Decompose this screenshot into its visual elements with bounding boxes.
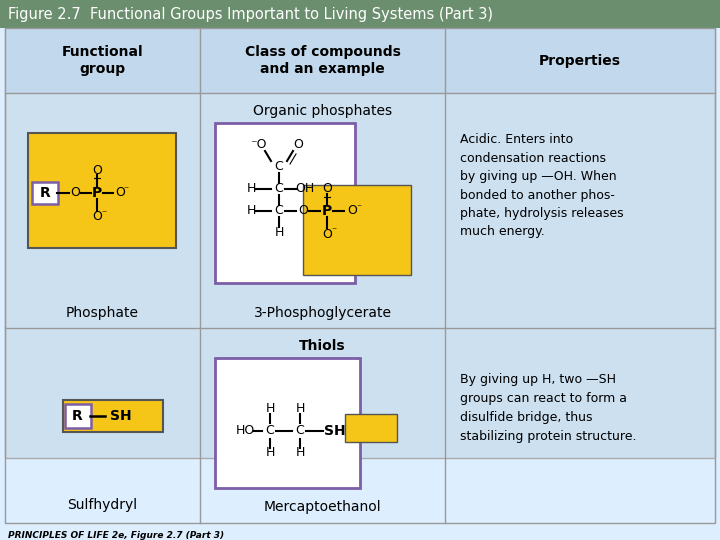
Bar — [215, 358, 360, 488]
Text: H: H — [295, 447, 305, 460]
Bar — [63, 400, 163, 431]
Text: Organic phosphates: Organic phosphates — [253, 104, 392, 118]
Text: O: O — [347, 205, 357, 218]
Text: O: O — [293, 138, 303, 152]
Bar — [5, 28, 715, 458]
Text: Sulfhydryl: Sulfhydryl — [68, 498, 138, 512]
Text: C: C — [274, 183, 284, 195]
Text: O: O — [92, 211, 102, 224]
Text: Figure 2.7  Functional Groups Important to Living Systems (Part 3): Figure 2.7 Functional Groups Important t… — [8, 6, 493, 22]
Text: C: C — [274, 205, 284, 218]
Bar — [303, 185, 411, 275]
Text: H: H — [265, 447, 275, 460]
Text: Functional
group: Functional group — [62, 45, 143, 76]
Text: R: R — [40, 186, 50, 200]
Bar — [28, 133, 176, 248]
Text: ⁻O: ⁻O — [250, 138, 266, 152]
Text: C: C — [274, 160, 284, 173]
Text: O: O — [115, 186, 125, 199]
Text: H: H — [265, 402, 275, 415]
Text: Acidic. Enters into
condensation reactions
by giving up —OH. When
bonded to anot: Acidic. Enters into condensation reactio… — [460, 133, 624, 239]
Text: H: H — [246, 205, 256, 218]
Text: PRINCIPLES OF LIFE 2e, Figure 2.7 (Part 3): PRINCIPLES OF LIFE 2e, Figure 2.7 (Part … — [8, 531, 224, 540]
Text: ⁻: ⁻ — [356, 203, 361, 213]
Text: Thiols: Thiols — [300, 339, 346, 353]
Text: ⁻: ⁻ — [102, 209, 107, 219]
Text: O: O — [322, 181, 332, 194]
Text: H: H — [246, 183, 256, 195]
Text: Phosphate: Phosphate — [66, 306, 139, 320]
Text: OH: OH — [295, 183, 315, 195]
Text: SH: SH — [109, 408, 131, 422]
FancyBboxPatch shape — [32, 182, 58, 204]
Text: Properties: Properties — [539, 53, 621, 68]
Text: O: O — [92, 165, 102, 178]
Text: C: C — [266, 424, 274, 437]
Text: HO: HO — [235, 424, 255, 437]
Text: Mercaptoethanol: Mercaptoethanol — [264, 500, 382, 514]
Text: O: O — [322, 227, 332, 240]
Text: O: O — [70, 186, 80, 199]
Text: Class of compounds
and an example: Class of compounds and an example — [245, 45, 400, 76]
Text: O: O — [298, 205, 308, 218]
Text: C: C — [296, 424, 305, 437]
Text: ⁻: ⁻ — [123, 185, 129, 195]
Bar — [0, 0, 720, 28]
Text: 3-Phosphoglycerate: 3-Phosphoglycerate — [253, 306, 392, 320]
Bar — [5, 28, 715, 93]
Text: P: P — [92, 186, 102, 200]
Text: P: P — [322, 204, 332, 218]
Bar — [215, 123, 355, 283]
Text: H: H — [274, 226, 284, 240]
FancyBboxPatch shape — [65, 403, 91, 428]
Text: By giving up H, two —SH
groups can react to form a
disulfide bridge, thus
stabil: By giving up H, two —SH groups can react… — [460, 373, 636, 443]
Text: H: H — [295, 402, 305, 415]
Text: R: R — [72, 408, 83, 422]
Text: SH: SH — [324, 424, 346, 438]
Text: ⁻: ⁻ — [331, 226, 336, 236]
Bar — [345, 414, 397, 442]
